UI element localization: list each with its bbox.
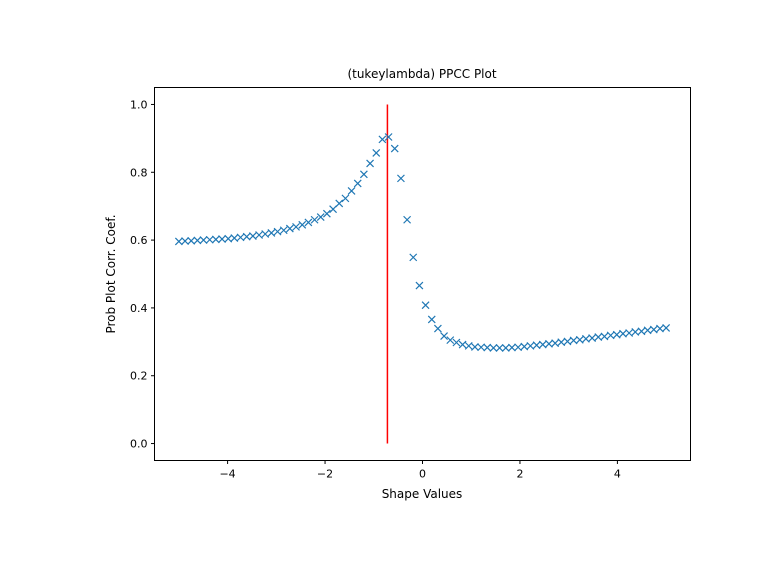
data-point [248, 232, 257, 240]
data-point [446, 336, 455, 345]
data-point [551, 339, 560, 348]
x-axis-label: Shape Values [382, 487, 463, 501]
data-point [353, 179, 362, 188]
data-point [489, 343, 498, 352]
chart-title: (tukeylambda) PPCC Plot [347, 67, 496, 81]
data-point [279, 226, 288, 235]
x-tick-label: −2 [317, 468, 333, 481]
data-point [471, 342, 479, 351]
y-tick-label: 0.4 [130, 302, 148, 315]
data-point [316, 213, 325, 221]
data-point [218, 235, 226, 243]
data-point [483, 343, 492, 352]
data-point [378, 135, 387, 144]
data-point [495, 343, 504, 352]
data-point [458, 340, 467, 349]
y-tick-label: 0.6 [130, 234, 148, 247]
x-tick-label: 2 [516, 468, 523, 481]
y-tick-label: 0.0 [130, 438, 148, 451]
data-point [261, 230, 270, 238]
data-point [507, 343, 516, 352]
plot-marks [174, 104, 671, 444]
data-point [347, 186, 356, 195]
data-point [464, 341, 473, 350]
data-point [298, 220, 307, 229]
y-axis-label: Prob Plot Corr. Coef. [104, 214, 118, 333]
data-point [255, 231, 263, 239]
data-point [205, 235, 214, 244]
data-point [421, 301, 430, 310]
data-point [273, 227, 282, 236]
data-point [403, 215, 412, 224]
x-tick-label: 0 [419, 468, 426, 481]
data-point [372, 149, 381, 157]
data-point [637, 327, 646, 336]
data-point [292, 222, 300, 231]
data-point [612, 330, 621, 339]
data-point [625, 329, 634, 337]
data-point [187, 236, 196, 245]
data-point [477, 343, 486, 352]
data-point [600, 332, 609, 341]
data-point [322, 209, 331, 218]
data-point [335, 199, 344, 208]
data-point [267, 229, 276, 237]
y-tick-label: 0.2 [130, 370, 148, 383]
data-point [285, 224, 294, 233]
data-point [588, 334, 597, 343]
data-point [409, 253, 418, 262]
data-point [359, 170, 368, 179]
y-axis: 0.0 0.2 0.4 0.6 0.8 1.0 [130, 98, 155, 451]
x-tick-label: 4 [614, 468, 621, 481]
data-point [662, 323, 671, 332]
data-point [575, 335, 584, 344]
data-point [199, 236, 208, 245]
data-point [181, 237, 189, 246]
data-point [433, 324, 442, 333]
data-point [427, 315, 436, 324]
data-point [649, 325, 658, 334]
data-point [211, 235, 220, 244]
data-point [563, 337, 572, 346]
data-point [341, 194, 350, 203]
data-point [174, 237, 183, 246]
data-point [193, 236, 202, 245]
data-point [415, 281, 424, 290]
data-point [304, 218, 313, 227]
data-point [384, 133, 393, 141]
data-point [366, 159, 374, 168]
data-point [501, 343, 510, 352]
data-point [390, 144, 399, 153]
data-point [396, 174, 405, 183]
data-point [310, 215, 319, 224]
y-tick-label: 1.0 [130, 98, 148, 111]
data-point [329, 205, 338, 214]
y-tick-label: 0.8 [130, 166, 148, 179]
x-axis: −4 −2 0 2 4 [219, 460, 621, 481]
x-tick-label: −4 [219, 468, 235, 481]
data-point [440, 332, 449, 340]
data-point [452, 338, 461, 347]
